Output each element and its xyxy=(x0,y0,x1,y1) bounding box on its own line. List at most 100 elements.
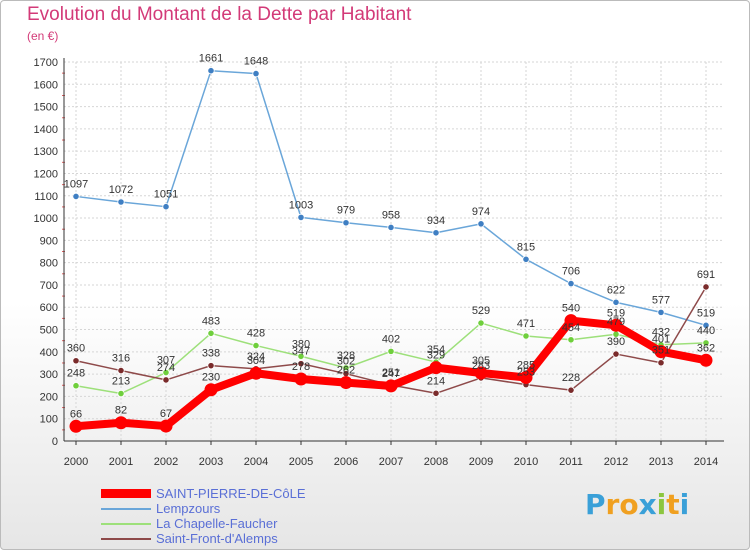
data-point-1 xyxy=(207,329,215,337)
logo-letter: x xyxy=(638,488,657,521)
logo-letter: t xyxy=(666,488,680,521)
data-point-3 xyxy=(204,383,218,397)
data-label-2: 347 xyxy=(292,346,310,358)
data-label-3: 401 xyxy=(652,334,670,346)
legend-swatch-lempzours xyxy=(101,501,151,516)
legend-item-saint-front: Saint-Front-d'Alemps xyxy=(101,531,361,546)
x-tick-label: 2014 xyxy=(694,456,718,468)
logo-letter: r xyxy=(605,488,620,521)
legend-swatch-la-chapelle xyxy=(101,516,151,531)
data-point-0 xyxy=(657,308,665,316)
data-label-0: 1661 xyxy=(199,53,223,65)
data-point-0 xyxy=(432,229,440,237)
data-point-2 xyxy=(612,350,620,358)
y-tick-label: 0 xyxy=(52,436,58,448)
data-point-0 xyxy=(702,321,710,329)
data-point-2 xyxy=(162,376,170,384)
data-label-1: 432 xyxy=(652,327,670,339)
data-label-1: 354 xyxy=(427,344,445,356)
chart-subtitle: (en €) xyxy=(27,29,59,43)
y-tick-label: 1100 xyxy=(34,191,58,203)
data-point-2 xyxy=(432,389,440,397)
legend-label-saint-front: Saint-Front-d'Alemps xyxy=(156,531,278,546)
data-point-1 xyxy=(117,389,125,398)
data-label-3: 262 xyxy=(337,365,355,377)
data-label-3: 82 xyxy=(115,405,127,417)
data-point-1 xyxy=(477,319,485,327)
data-label-3: 66 xyxy=(70,408,82,420)
x-tick-label: 2000 xyxy=(64,456,88,468)
data-point-3 xyxy=(609,318,623,332)
data-point-3 xyxy=(429,361,443,375)
data-label-1: 471 xyxy=(517,318,535,330)
legend-swatch-saint-front xyxy=(101,531,151,546)
x-tick-label: 2009 xyxy=(469,456,493,468)
data-point-2 xyxy=(657,359,665,367)
x-tick-label: 2008 xyxy=(424,456,448,468)
data-point-3 xyxy=(294,372,308,386)
data-label-2: 691 xyxy=(697,269,715,281)
data-label-2: 228 xyxy=(562,372,580,384)
data-point-1 xyxy=(162,368,170,377)
data-point-2 xyxy=(207,362,215,370)
data-label-3: 67 xyxy=(160,408,172,420)
y-tick-label: 1000 xyxy=(34,213,58,225)
data-label-3: 362 xyxy=(697,342,715,354)
data-point-1 xyxy=(387,347,395,355)
data-label-3: 540 xyxy=(562,303,580,315)
x-tick-label: 2002 xyxy=(154,456,178,468)
x-tick-label: 2012 xyxy=(604,456,628,468)
chart-title: Evolution du Montant de la Dette par Hab… xyxy=(27,4,412,25)
data-point-3 xyxy=(339,376,353,390)
data-point-3 xyxy=(384,379,398,393)
data-point-0 xyxy=(387,223,395,232)
data-point-3 xyxy=(249,366,263,380)
data-point-2 xyxy=(72,357,80,365)
legend-item-lempzours: Lempzours xyxy=(101,501,361,516)
y-tick-label: 1200 xyxy=(34,168,58,180)
data-label-2: 316 xyxy=(112,353,130,365)
legend-label-saint-pierre: SAINT-PIERRE-DE-CôLE xyxy=(156,486,306,501)
data-label-3: 230 xyxy=(202,372,220,384)
data-label-1: 483 xyxy=(202,315,220,327)
data-label-0: 1648 xyxy=(244,56,268,68)
data-label-3: 278 xyxy=(292,361,310,373)
legend-swatch-saint-pierre xyxy=(101,486,151,501)
legend-item-la-chapelle: La Chapelle-Faucher xyxy=(101,516,361,531)
y-tick-label: 500 xyxy=(40,325,58,337)
y-tick-label: 100 xyxy=(40,414,58,426)
data-label-2: 338 xyxy=(202,348,220,360)
data-label-0: 934 xyxy=(427,215,445,227)
data-point-3 xyxy=(654,345,668,359)
data-point-3 xyxy=(474,366,488,380)
y-tick-label: 1700 xyxy=(34,57,58,69)
data-label-3: 304 xyxy=(247,355,265,367)
legend: SAINT-PIERRE-DE-CôLE Lempzours La Chapel… xyxy=(101,486,361,546)
x-tick-label: 2011 xyxy=(559,456,583,468)
data-label-2: 360 xyxy=(67,343,85,355)
data-label-1: 479 xyxy=(607,316,625,328)
data-label-0: 622 xyxy=(607,284,625,296)
data-point-0 xyxy=(522,255,530,263)
data-label-0: 974 xyxy=(472,206,490,218)
data-label-1: 213 xyxy=(112,376,130,388)
x-tick-label: 2007 xyxy=(379,456,403,468)
data-point-3 xyxy=(69,419,83,433)
data-label-3: 247 xyxy=(382,368,400,380)
data-label-2: 302 xyxy=(337,356,355,368)
series-layer xyxy=(69,67,713,433)
data-label-1: 454 xyxy=(562,322,580,334)
y-tick-label: 1600 xyxy=(34,79,58,91)
y-tick-label: 900 xyxy=(40,235,58,247)
data-label-1: 307 xyxy=(157,355,175,367)
y-tick-label: 200 xyxy=(40,391,58,403)
data-label-0: 519 xyxy=(697,307,715,319)
x-tick-label: 2013 xyxy=(649,456,673,468)
x-tick-label: 2005 xyxy=(289,456,313,468)
data-point-0 xyxy=(252,69,260,78)
y-tick-label: 1400 xyxy=(34,124,58,136)
data-label-2: 390 xyxy=(607,336,625,348)
data-point-3 xyxy=(114,416,128,430)
data-point-0 xyxy=(207,67,215,75)
